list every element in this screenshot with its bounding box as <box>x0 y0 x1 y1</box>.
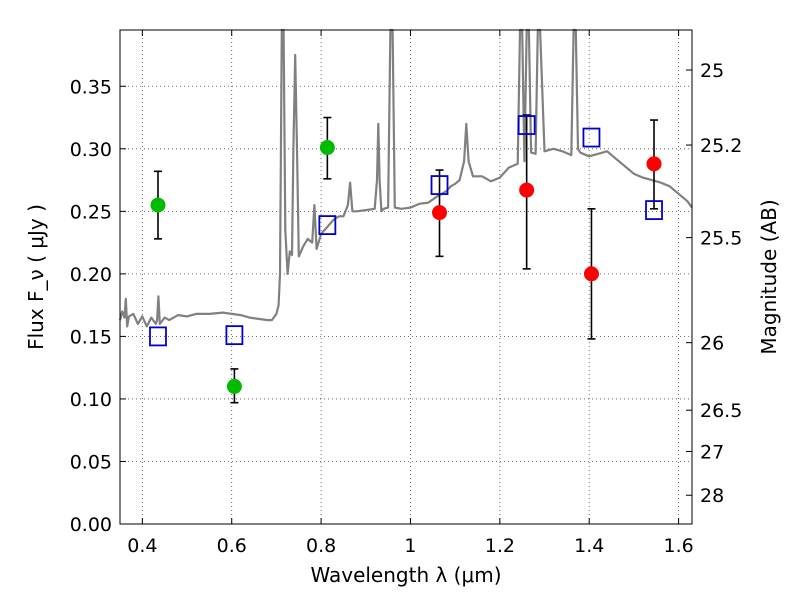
data-point <box>226 378 242 394</box>
model-spectrum <box>118 28 693 328</box>
x-tick-label: 1.4 <box>574 535 604 557</box>
right-tick-label: 26 <box>700 333 724 355</box>
model-square <box>430 175 449 195</box>
data-point <box>432 205 448 221</box>
right-axis-label: Magnitude (AB) <box>757 199 781 354</box>
x-tick-label: 0.6 <box>217 535 247 557</box>
data-point <box>319 140 335 156</box>
right-tick-label: 25.5 <box>700 228 742 250</box>
y-axis-label: Flux F_ν ( μJy ) <box>24 204 48 350</box>
data-point <box>519 182 535 198</box>
y-tick-label: 0.05 <box>70 451 112 473</box>
data-point <box>150 197 166 213</box>
y-tick-label: 0.35 <box>70 76 112 98</box>
x-tick-label: 0.8 <box>306 535 336 557</box>
plot-frame <box>119 29 693 525</box>
x-tick-label: 0.4 <box>127 535 157 557</box>
model-square <box>582 127 601 148</box>
y-tick-label: 0.15 <box>70 326 112 348</box>
y-tick-label: 0.10 <box>70 389 112 411</box>
y-tick-label: 0.30 <box>70 139 112 161</box>
plot-area <box>120 30 692 524</box>
y-tick-label: 0.25 <box>70 201 112 223</box>
model-square <box>225 325 244 346</box>
x-tick-label: 1.2 <box>485 535 515 557</box>
spectrum-line <box>118 28 693 328</box>
x-axis-label: Wavelength λ (μm) <box>310 563 501 587</box>
axis-ticks: 0.4 0.6 0.8 1 1.2 1.4 1.6 0.00 0.05 0.10 0.15 0.20 0… <box>70 30 742 557</box>
y-tick-label: 0.20 <box>70 264 112 286</box>
model-square <box>318 215 337 235</box>
right-tick-label: 28 <box>700 485 724 507</box>
model-square <box>645 200 663 220</box>
data-point <box>646 156 662 172</box>
data-markers <box>149 115 663 394</box>
y-tick-label: 0.00 <box>70 514 112 536</box>
model-square <box>517 115 536 135</box>
data-point <box>583 266 599 282</box>
model-square <box>149 326 167 347</box>
right-tick-label: 25.2 <box>700 135 742 157</box>
right-tick-label: 27 <box>700 441 724 463</box>
right-tick-label: 26.5 <box>700 400 742 422</box>
x-tick-label: 1.6 <box>663 535 693 557</box>
x-tick-label: 1 <box>404 535 416 557</box>
right-tick-label: 25 <box>700 60 724 82</box>
